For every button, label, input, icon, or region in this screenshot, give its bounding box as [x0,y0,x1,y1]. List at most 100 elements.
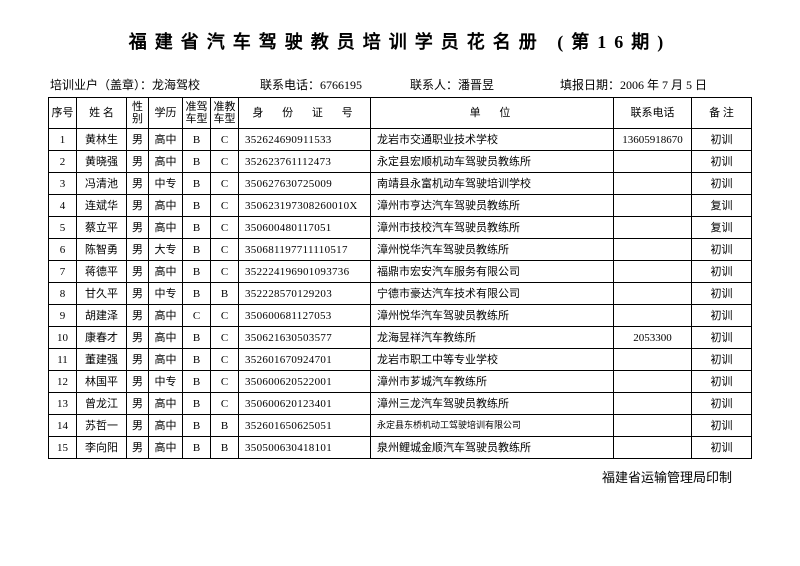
cell-sex: 男 [127,371,149,393]
cell-name: 黄林生 [77,129,127,151]
cell-car1: B [183,239,211,261]
meta-tel-label: 联系电话： [260,78,320,92]
cell-idx: 2 [49,151,77,173]
table-row: 15李向阳男高中BB350500630418101泉州鲤城金顺汽车驾驶员教练所初… [49,437,752,459]
roster-table: 序号 姓 名 性别 学历 准驾车型 准教车型 身 份 证 号 单 位 联系电话 … [48,97,752,459]
cell-phone [614,195,692,217]
cell-idx: 14 [49,415,77,437]
cell-sex: 男 [127,327,149,349]
cell-note: 初训 [692,173,752,195]
cell-id: 350623197308260010X [239,195,371,217]
cell-note: 初训 [692,437,752,459]
cell-id: 350600620522001 [239,371,371,393]
table-body: 1黄林生男高中BC352624690911533龙岩市交通职业技术学校13605… [49,129,752,459]
cell-sex: 男 [127,195,149,217]
cell-edu: 高中 [149,129,183,151]
table-header-row: 序号 姓 名 性别 学历 准驾车型 准教车型 身 份 证 号 单 位 联系电话 … [49,98,752,129]
cell-car2: B [211,283,239,305]
col-unit: 单 位 [371,98,614,129]
cell-name: 陈智勇 [77,239,127,261]
cell-name: 蒋德平 [77,261,127,283]
cell-name: 董建强 [77,349,127,371]
cell-sex: 男 [127,393,149,415]
cell-name: 曾龙江 [77,393,127,415]
cell-phone [614,173,692,195]
col-note: 备 注 [692,98,752,129]
cell-edu: 中专 [149,173,183,195]
cell-unit: 漳州悦华汽车驾驶员教练所 [371,239,614,261]
cell-car1: C [183,305,211,327]
col-car1: 准驾车型 [183,98,211,129]
cell-note: 初训 [692,415,752,437]
cell-car1: B [183,151,211,173]
cell-sex: 男 [127,173,149,195]
table-row: 1黄林生男高中BC352624690911533龙岩市交通职业技术学校13605… [49,129,752,151]
cell-unit: 永定县东桥机动工驾驶培训有限公司 [371,415,614,437]
cell-idx: 4 [49,195,77,217]
cell-unit: 漳州悦华汽车驾驶员教练所 [371,305,614,327]
cell-edu: 高中 [149,217,183,239]
cell-unit: 漳州市亨达汽车驾驶员教练所 [371,195,614,217]
cell-phone: 2053300 [614,327,692,349]
cell-edu: 中专 [149,283,183,305]
cell-edu: 中专 [149,371,183,393]
cell-name: 蔡立平 [77,217,127,239]
cell-id: 350621630503577 [239,327,371,349]
cell-car1: B [183,173,211,195]
meta-contact-label: 联系人： [410,78,458,92]
cell-phone [614,415,692,437]
meta-org-label: 培训业户（盖章）： [50,78,152,92]
cell-edu: 高中 [149,151,183,173]
cell-car1: B [183,371,211,393]
cell-car1: B [183,415,211,437]
meta-date: 填报日期：2006 年 7 月 5 日 [560,76,750,93]
cell-sex: 男 [127,437,149,459]
cell-sex: 男 [127,151,149,173]
cell-phone [614,239,692,261]
cell-car1: B [183,217,211,239]
cell-car1: B [183,393,211,415]
meta-row: 培训业户（盖章）：龙海驾校 联系电话：6766195 联系人：潘晋昱 填报日期：… [48,76,752,93]
cell-car2: C [211,261,239,283]
table-row: 11董建强男高中BC352601670924701龙岩市职工中等专业学校初训 [49,349,752,371]
cell-id: 350600480117051 [239,217,371,239]
col-idx: 序号 [49,98,77,129]
cell-car2: C [211,371,239,393]
table-row: 14苏哲一男高中BB352601650625051永定县东桥机动工驾驶培训有限公… [49,415,752,437]
cell-name: 连斌华 [77,195,127,217]
cell-note: 初训 [692,393,752,415]
cell-note: 初训 [692,151,752,173]
cell-unit: 龙岩市交通职业技术学校 [371,129,614,151]
cell-unit: 福鼎市宏安汽车服务有限公司 [371,261,614,283]
cell-name: 李向阳 [77,437,127,459]
cell-id: 350500630418101 [239,437,371,459]
table-row: 5蔡立平男高中BC350600480117051漳州市技校汽车驾驶员教练所复训 [49,217,752,239]
cell-idx: 11 [49,349,77,371]
cell-edu: 高中 [149,349,183,371]
cell-unit: 龙海昱祥汽车教练所 [371,327,614,349]
cell-phone [614,305,692,327]
col-phone: 联系电话 [614,98,692,129]
cell-phone: 13605918670 [614,129,692,151]
cell-car2: C [211,393,239,415]
cell-edu: 高中 [149,195,183,217]
cell-name: 林国平 [77,371,127,393]
cell-id: 352601650625051 [239,415,371,437]
cell-note: 初训 [692,283,752,305]
cell-phone [614,283,692,305]
cell-id: 352623761112473 [239,151,371,173]
cell-sex: 男 [127,239,149,261]
cell-sex: 男 [127,305,149,327]
cell-car1: B [183,349,211,371]
cell-edu: 高中 [149,327,183,349]
cell-car2: C [211,349,239,371]
cell-idx: 5 [49,217,77,239]
cell-car2: B [211,415,239,437]
cell-id: 352601670924701 [239,349,371,371]
cell-idx: 8 [49,283,77,305]
cell-idx: 9 [49,305,77,327]
cell-note: 初训 [692,371,752,393]
table-row: 7蒋德平男高中BC352224196901093736福鼎市宏安汽车服务有限公司… [49,261,752,283]
cell-car2: C [211,217,239,239]
cell-edu: 大专 [149,239,183,261]
